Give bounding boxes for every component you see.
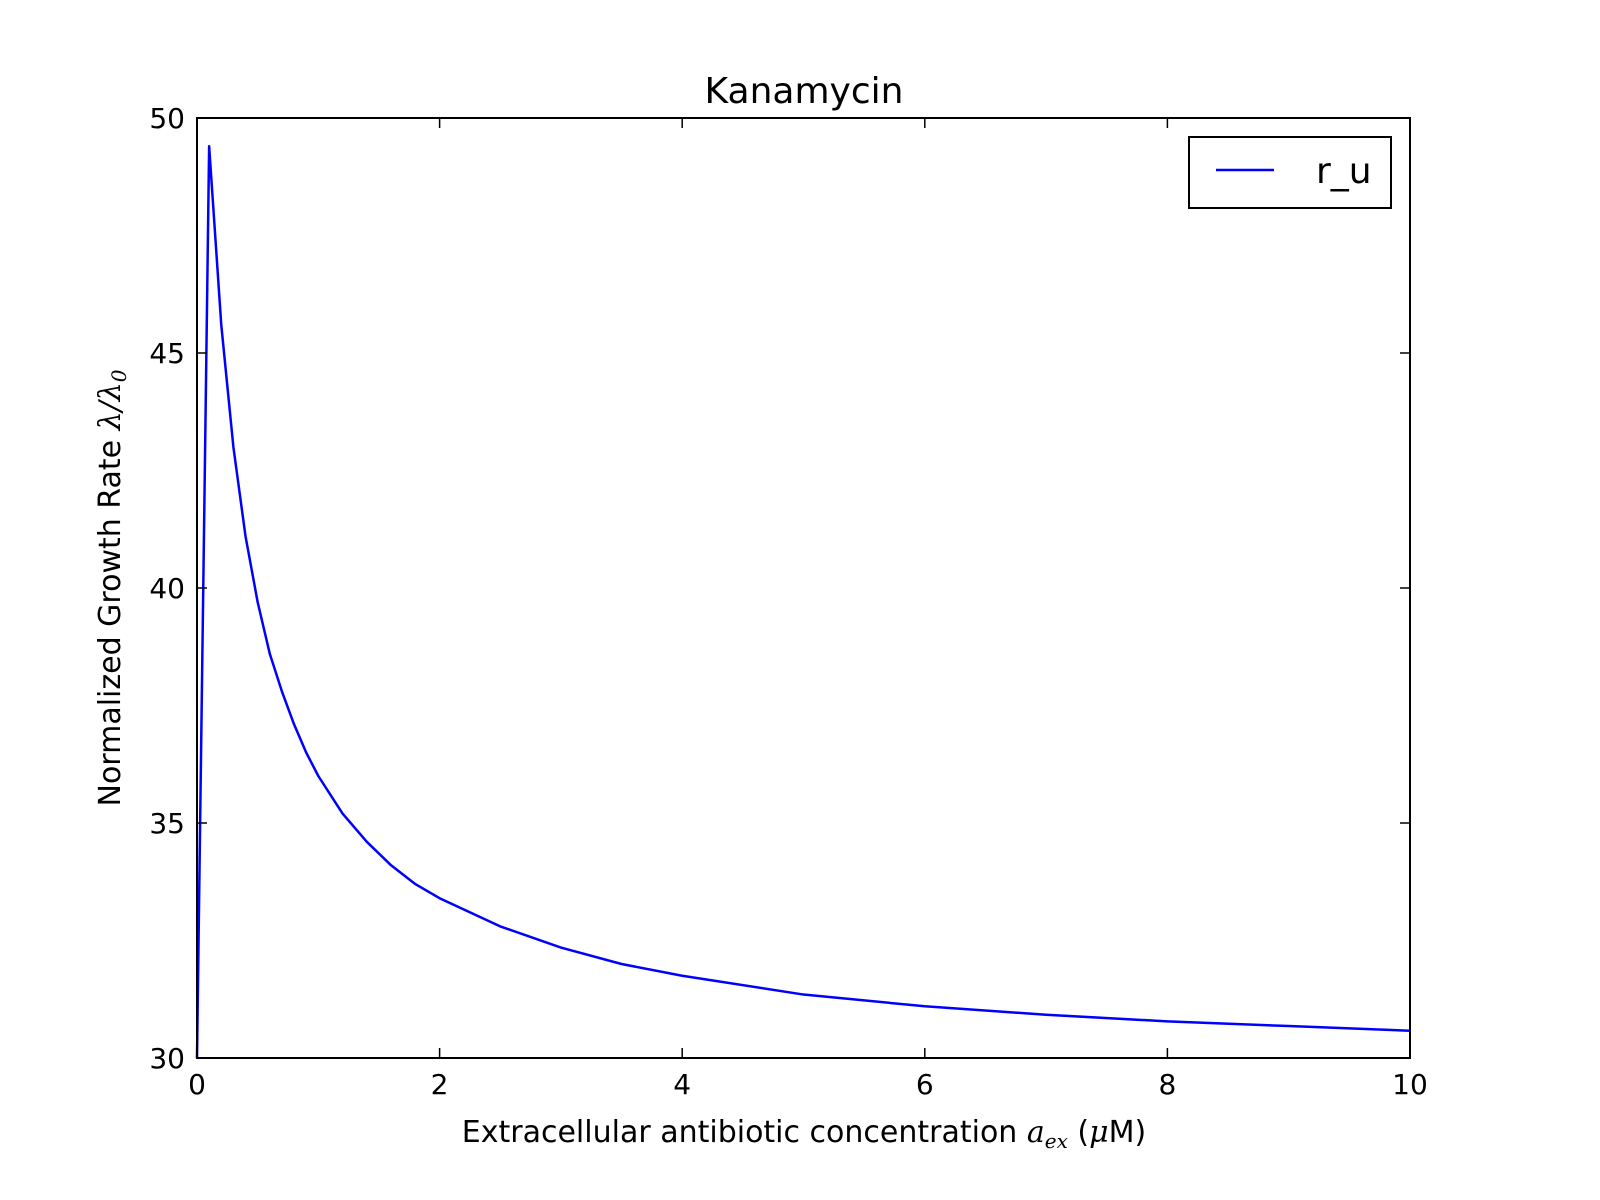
y-axis-label-math-num: λ xyxy=(93,411,128,431)
series-layer xyxy=(195,144,1411,1059)
y-axis-ticks: 30 35 40 45 50 xyxy=(149,102,1410,1075)
x-axis-label: Extracellular antibiotic concentration a… xyxy=(462,1115,1146,1153)
y-tick-label-1: 35 xyxy=(149,807,185,840)
series-line-r-u xyxy=(195,144,1411,1059)
y-axis-label-math-den-sub: 0 xyxy=(107,369,131,382)
x-axis-label-unit-open: ( xyxy=(1068,1115,1089,1150)
x-tick-label-0: 0 xyxy=(188,1068,206,1101)
x-tick-label-3: 6 xyxy=(916,1068,934,1101)
x-axis-label-math: a xyxy=(1027,1115,1045,1150)
x-tick-label-1: 2 xyxy=(431,1068,449,1101)
x-axis-ticks: 0 2 4 6 8 10 xyxy=(188,118,1428,1101)
y-tick-label-2: 40 xyxy=(149,572,185,605)
legend: r_u xyxy=(1188,136,1392,209)
y-axis-label-math-den: λ xyxy=(93,382,128,402)
y-axis-label-text: Normalized Growth Rate xyxy=(93,430,128,806)
y-axis-label: Normalized Growth Rate λ/λ0 xyxy=(93,369,131,806)
plot-area: 0 2 4 6 8 10 30 35 40 45 50 xyxy=(149,102,1427,1101)
chart-title: Kanamycin xyxy=(705,71,904,112)
x-tick-label-5: 10 xyxy=(1392,1068,1428,1101)
y-tick-label-3: 45 xyxy=(149,337,185,370)
x-axis-label-math-sub: ex xyxy=(1045,1129,1068,1153)
y-tick-label-0: 30 xyxy=(149,1042,185,1075)
y-tick-label-4: 50 xyxy=(149,102,185,135)
x-axis-label-unit-mu: μ xyxy=(1089,1115,1109,1150)
x-axis-label-text: Extracellular antibiotic concentration xyxy=(462,1115,1027,1150)
x-tick-label-2: 4 xyxy=(673,1068,691,1101)
x-tick-label-4: 8 xyxy=(1158,1068,1176,1101)
y-axis-label-math-slash: / xyxy=(93,398,128,414)
legend-label-r-u: r_u xyxy=(1316,151,1372,192)
x-axis-label-unit-close: M) xyxy=(1109,1115,1147,1150)
legend-box xyxy=(1188,136,1392,209)
